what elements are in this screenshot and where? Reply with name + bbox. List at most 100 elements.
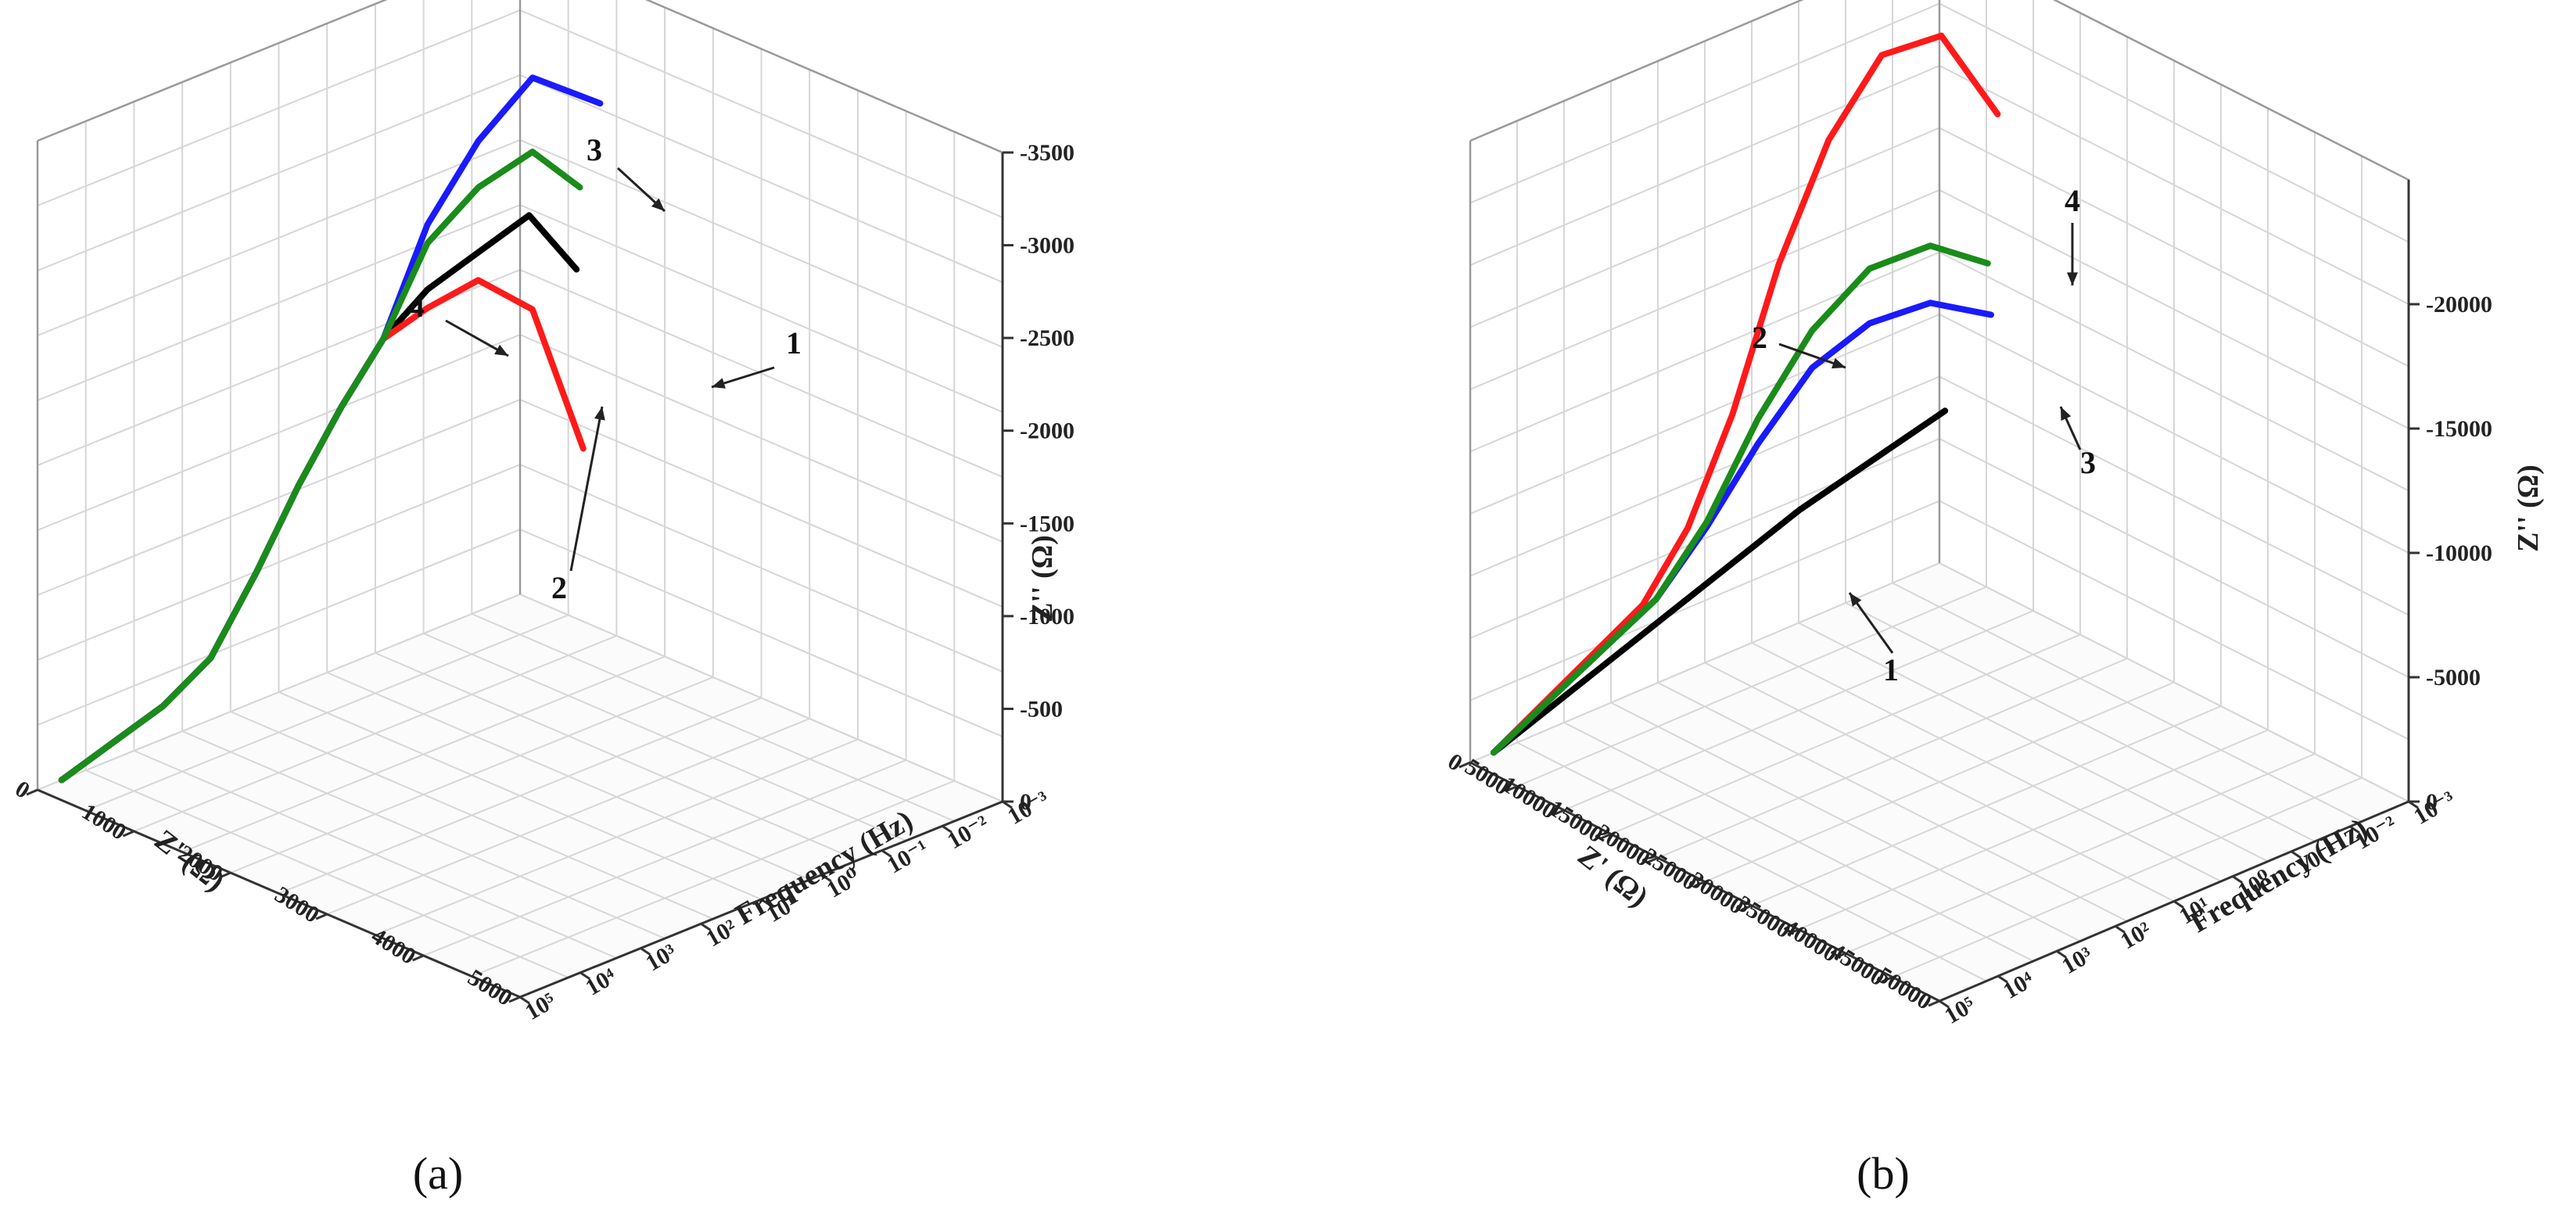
gridline <box>1939 251 2409 492</box>
y-tick-mark <box>760 898 772 907</box>
gridline <box>1939 127 2409 368</box>
z-tick-label: -15000 <box>2426 416 2492 442</box>
gridline <box>1751 642 2222 882</box>
gridline <box>326 672 810 881</box>
x-tick-mark <box>1552 809 1565 816</box>
gridline <box>519 204 1003 413</box>
gridline <box>375 652 859 861</box>
annotation-arrow <box>569 406 604 572</box>
x-tick-mark <box>1505 785 1518 792</box>
gridline <box>1751 705 2222 906</box>
gridline <box>1469 65 1940 266</box>
annotation-arrowhead <box>1849 593 1862 607</box>
x-tick-mark <box>1787 928 1799 935</box>
gridline <box>471 780 955 978</box>
y-tick-mark <box>2232 875 2243 884</box>
annotation-arrowhead <box>712 378 726 389</box>
z-tick-label: -10000 <box>2426 540 2492 566</box>
gridline <box>278 691 762 900</box>
panel-label-b: (b) <box>1857 1148 1910 1199</box>
y-tick-mark <box>942 825 953 834</box>
gridline <box>519 9 1003 218</box>
gridline <box>519 74 1003 283</box>
z-axis-title: Z'' (Ω) <box>1026 535 1059 622</box>
y-tick-mark <box>2056 950 2067 959</box>
gridline <box>1469 189 1940 390</box>
annotation-label: 2 <box>551 570 567 605</box>
z-tick-label: -1000 <box>1020 604 1075 630</box>
x-tick-mark <box>1928 999 1940 1007</box>
x-tick-mark <box>122 830 135 838</box>
series-line-1 <box>1491 407 1949 756</box>
x-tick-mark <box>219 871 231 879</box>
series-line-4 <box>1491 242 1991 756</box>
x-tick-mark <box>1599 833 1612 840</box>
y-tick-mark <box>700 923 712 931</box>
y-tick-mark <box>2115 925 2126 934</box>
gridline <box>1892 777 2363 978</box>
annotation-label: 3 <box>587 132 602 167</box>
gridline <box>326 718 810 915</box>
annotation-label: 2 <box>1752 320 1767 355</box>
gridline <box>1798 729 2269 931</box>
y-tick-mark <box>2291 850 2302 859</box>
z-tick-label: -3500 <box>1020 140 1075 166</box>
x-tick-mark <box>1740 904 1753 912</box>
gridline <box>1939 189 2409 429</box>
chart-panel-b: 0500010000150002000025000300003500040000… <box>1444 0 2545 1029</box>
chart-panel-a: 01000200030004000500010⁻³10⁻²10⁻¹10⁰10¹1… <box>11 0 1075 1025</box>
panel-label-a: (a) <box>413 1148 463 1199</box>
annotation-arrowhead <box>594 407 605 421</box>
z-tick-label: 0 <box>2426 789 2438 815</box>
gridline <box>37 204 521 401</box>
z-tick-label: -3000 <box>1020 233 1075 259</box>
gridline <box>519 594 1003 802</box>
x-tick-mark <box>1458 761 1471 769</box>
y-tick-mark <box>579 971 590 980</box>
gridline <box>1704 662 2175 902</box>
gridline <box>1939 2 2409 243</box>
gridline <box>375 738 859 936</box>
annotation-label: 1 <box>1883 652 1899 687</box>
y-tick-mark <box>1997 974 2008 984</box>
y-tick-mark <box>640 947 651 956</box>
gridline <box>1892 582 2363 823</box>
gridline <box>1939 65 2409 305</box>
y-tick-mark <box>519 996 530 1005</box>
gridline <box>37 139 521 336</box>
x-tick-mark <box>1881 976 1893 983</box>
y-tick-mark <box>881 849 892 858</box>
x-tick-mark <box>1693 881 1706 888</box>
gridline <box>471 613 955 822</box>
y-tick-mark <box>2349 825 2360 834</box>
x-tick-mark <box>1646 856 1659 864</box>
z-tick-label: -5000 <box>2426 665 2481 691</box>
z-tick-label: 0 <box>1020 789 1031 815</box>
z-tick-label: -20000 <box>2426 292 2492 318</box>
gridline <box>423 633 906 841</box>
gridline <box>519 269 1003 478</box>
annotation-label: 4 <box>2065 183 2080 218</box>
annotation-label: 4 <box>409 289 425 324</box>
gridline <box>1469 127 1940 328</box>
y-tick-mark <box>1939 999 1950 1009</box>
gridline <box>1469 251 1940 453</box>
gridline <box>37 74 521 271</box>
series-line-4 <box>58 149 583 784</box>
annotation-arrowhead <box>494 344 508 356</box>
gridline <box>1798 622 2269 863</box>
y-tick-mark <box>2173 900 2184 909</box>
z-axis-title: Z'' (Ω) <box>2512 465 2545 552</box>
annotation-arrowhead <box>1832 357 1846 369</box>
gridline <box>519 139 1003 348</box>
x-tick-mark <box>26 788 38 796</box>
x-tick-mark <box>1834 952 1846 960</box>
y-tick-mark <box>820 874 832 882</box>
x-tick-label: 0 <box>11 776 34 804</box>
annotation-arrowhead <box>2061 407 2072 421</box>
z-tick-label: -500 <box>1020 696 1063 722</box>
x-tick-mark <box>412 954 425 962</box>
z-tick-label: -2000 <box>1020 418 1075 444</box>
gridline <box>423 759 906 956</box>
